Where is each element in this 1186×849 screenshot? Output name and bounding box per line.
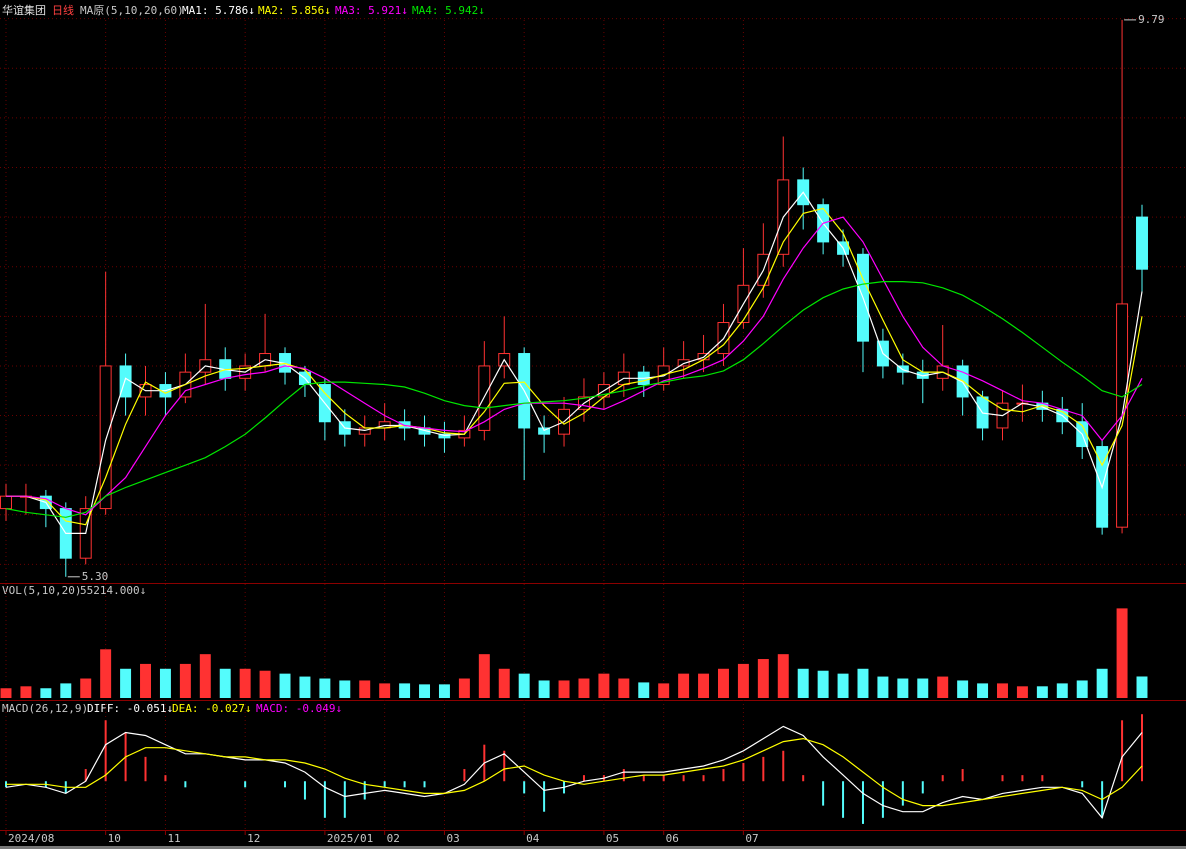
volume-bar [319, 678, 331, 698]
volume-bar [757, 659, 769, 698]
volume-bar [279, 673, 291, 698]
volume-bar [518, 673, 530, 698]
volume-bar [558, 680, 570, 698]
legend-item: MA3: 5.921↓ [335, 4, 408, 17]
volume-bar [60, 683, 72, 698]
x-tick-label: 06 [666, 832, 679, 845]
vol-value: 55214.000↓ [80, 584, 146, 597]
volume-bar [797, 668, 809, 698]
legend-item: DEA: -0.027↓ [172, 702, 251, 715]
x-tick-label: 05 [606, 832, 619, 845]
macd-line [5, 725, 1143, 820]
macd-title: MACD(26,12,9) [2, 702, 88, 715]
volume-bar [817, 670, 829, 698]
candle-body [0, 495, 12, 510]
x-tick-label: 2024/08 [8, 832, 54, 845]
period: 日线 [52, 3, 74, 17]
volume-bar [937, 676, 949, 698]
volume-bar [339, 680, 351, 698]
x-tick-label: 04 [526, 832, 540, 845]
volume-bar [598, 673, 610, 698]
volume-bar [897, 678, 909, 698]
volume-bar [1016, 686, 1028, 698]
ma-line [6, 207, 1143, 526]
volume-bar [478, 654, 490, 698]
stock-name: 华谊集团 [2, 3, 46, 17]
volume-bar [658, 683, 670, 698]
volume-bar [717, 668, 729, 698]
x-tick-label: 03 [446, 832, 459, 845]
volume-bar [737, 663, 749, 698]
volume-bar [179, 663, 191, 698]
candle-body [99, 365, 112, 510]
volume-bar [857, 668, 869, 698]
volume-bar [399, 683, 411, 698]
volume-bar [458, 678, 470, 698]
volume-bar [698, 673, 710, 698]
volume-bar [359, 680, 371, 698]
volume-bar [219, 668, 231, 698]
volume-bar [1036, 686, 1048, 698]
volume-bar [100, 649, 112, 698]
volume-bar [259, 670, 271, 698]
volume-bar [957, 680, 969, 698]
volume-bar [618, 678, 630, 698]
candle-body [538, 427, 551, 435]
volume-bar [438, 684, 450, 698]
volume-bar [1056, 683, 1068, 698]
volume-bar [159, 668, 171, 698]
volume-bar [379, 683, 391, 698]
x-tick-label: 2025/01 [327, 832, 373, 845]
volume-bar [0, 688, 12, 698]
x-tick-label: 12 [247, 832, 260, 845]
legend-item: MA1: 5.786↓ [182, 4, 255, 17]
volume-bar [578, 678, 590, 698]
low-label: 5.30 [82, 570, 109, 583]
volume-bar [498, 668, 510, 698]
candle-body [119, 365, 132, 398]
volume-bar [877, 676, 889, 698]
candle-body [1136, 216, 1148, 270]
volume-bar [299, 676, 311, 698]
volume-bar [977, 683, 989, 698]
volume-bar [678, 673, 690, 698]
volume-bar [419, 684, 431, 698]
ma-title: MA原(5,10,20,60) [80, 4, 184, 17]
volume-bar [837, 673, 849, 698]
ma-line [5, 281, 1143, 518]
x-tick-label: 07 [745, 832, 758, 845]
legend-item: MACD: -0.049↓ [256, 702, 342, 715]
volume-bar [638, 682, 650, 698]
volume-bar [140, 663, 151, 698]
volume-bar [917, 678, 929, 698]
x-tick-label: 02 [387, 832, 400, 845]
candle-body [478, 365, 491, 431]
legend-item: DIFF: -0.051↓ [87, 702, 173, 715]
legend-item: MA2: 5.856↓ [258, 4, 331, 17]
volume-bar [1116, 608, 1128, 698]
scroll-bar [0, 846, 1186, 849]
volume-bar [120, 668, 132, 698]
legend-item: MA4: 5.942↓ [412, 4, 485, 17]
x-tick-label: 11 [167, 832, 180, 845]
candle-body [677, 359, 690, 367]
macd-line [6, 737, 1143, 807]
x-tick-label: 10 [108, 832, 121, 845]
volume-bar [80, 678, 92, 698]
volume-bar [1096, 668, 1108, 698]
volume-bar [997, 683, 1008, 698]
volume-bar [1076, 680, 1088, 698]
volume-bar [20, 686, 32, 698]
volume-bar [40, 688, 52, 698]
volume-bar [1136, 676, 1148, 698]
volume-bar [538, 680, 550, 698]
ma-line [6, 216, 1143, 516]
volume-bar [199, 654, 211, 698]
high-label: 9.79 [1138, 13, 1165, 26]
volume-bar [239, 668, 251, 698]
candle-body [438, 433, 451, 439]
volume-bar [777, 654, 789, 698]
vol-title: VOL(5,10,20) [2, 584, 81, 597]
